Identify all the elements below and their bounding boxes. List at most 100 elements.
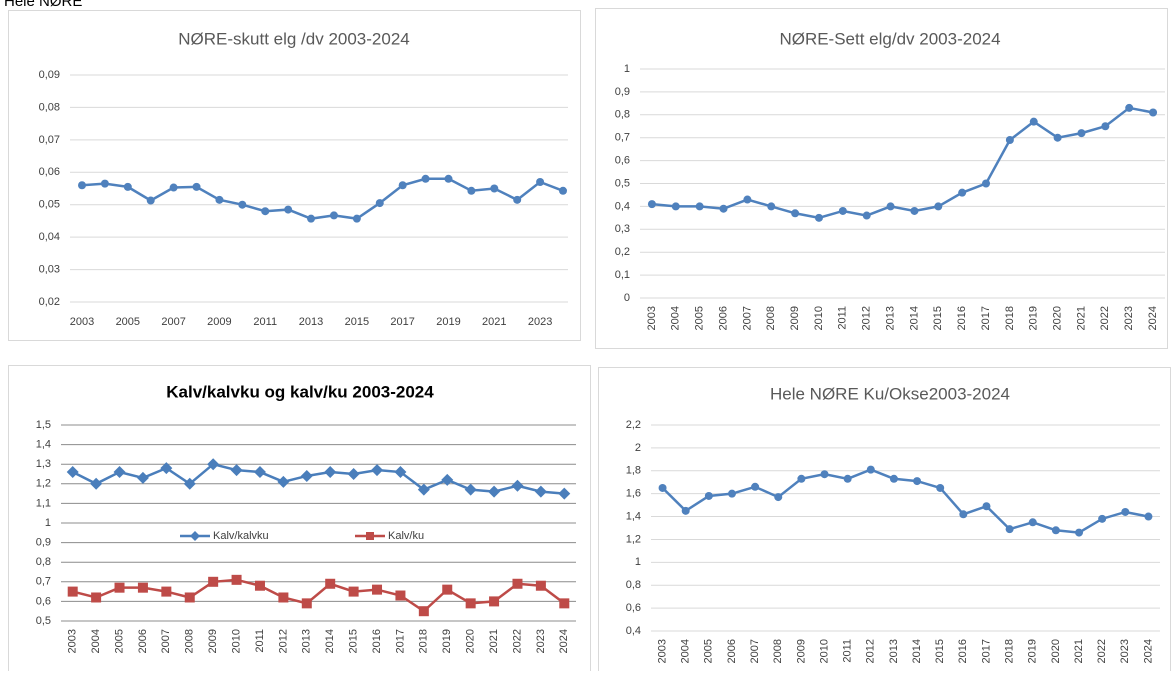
data-point xyxy=(441,473,454,486)
legend-marker xyxy=(190,531,200,541)
data-point xyxy=(751,482,760,491)
data-point xyxy=(261,207,270,216)
x-tick-label: 2008 xyxy=(772,639,784,663)
x-tick-label: 2010 xyxy=(818,639,830,663)
data-point xyxy=(444,174,453,183)
data-point xyxy=(417,483,430,496)
data-point xyxy=(467,186,476,195)
data-point xyxy=(934,202,943,211)
data-point xyxy=(695,202,704,211)
data-point xyxy=(681,506,690,515)
data-point xyxy=(372,584,383,595)
data-point xyxy=(512,578,523,589)
data-point xyxy=(114,582,125,593)
data-point xyxy=(1098,514,1107,523)
data-point xyxy=(375,199,384,208)
x-tick-label: 2011 xyxy=(253,316,277,328)
y-tick-label: 1,1 xyxy=(36,497,51,509)
x-tick-label: 2013 xyxy=(301,629,313,653)
y-tick-label: 0,7 xyxy=(615,132,630,144)
y-tick-label: 1,2 xyxy=(626,533,641,545)
data-point xyxy=(161,586,172,597)
data-point xyxy=(300,469,313,482)
data-point xyxy=(767,202,776,211)
x-tick-label: 2007 xyxy=(160,629,172,653)
data-point xyxy=(536,178,545,187)
x-tick-label: 2015 xyxy=(348,629,360,653)
chart-title: Kalv/kalvku og kalv/ku 2003-2024 xyxy=(166,382,434,401)
data-point xyxy=(301,598,312,609)
data-point xyxy=(325,578,336,589)
data-point xyxy=(371,464,384,477)
data-point xyxy=(395,590,406,601)
y-tick-label: 0,2 xyxy=(615,246,630,258)
data-line xyxy=(72,462,565,495)
x-tick-label: 2003 xyxy=(656,639,668,663)
y-tick-label: 2,2 xyxy=(626,419,641,431)
x-tick-label: 2019 xyxy=(1028,306,1040,330)
data-point xyxy=(394,466,407,479)
x-tick-label: 2006 xyxy=(726,639,738,663)
data-point xyxy=(421,174,430,183)
x-tick-label: 2021 xyxy=(1073,639,1085,663)
x-tick-label: 2008 xyxy=(184,629,196,653)
legend-label: Kalv/kalvku xyxy=(213,530,269,542)
data-point xyxy=(658,483,667,492)
x-tick-label: 2005 xyxy=(703,639,715,663)
y-tick-label: 0,4 xyxy=(626,625,641,637)
x-tick-label: 2018 xyxy=(1004,306,1016,330)
y-tick-label: 0,6 xyxy=(36,595,51,607)
x-tick-label: 2016 xyxy=(956,306,968,330)
y-tick-label: 0,7 xyxy=(36,576,51,588)
data-point xyxy=(1075,528,1084,537)
y-tick-label: 0,05 xyxy=(39,199,60,211)
x-tick-label: 2015 xyxy=(932,306,944,330)
data-point xyxy=(1051,526,1060,535)
y-tick-label: 0,09 xyxy=(39,69,60,81)
data-point xyxy=(67,586,78,597)
data-point xyxy=(1121,507,1130,516)
y-tick-label: 0,4 xyxy=(615,200,630,212)
x-tick-label: 2022 xyxy=(1099,306,1111,330)
data-point xyxy=(936,483,945,492)
data-point xyxy=(442,584,453,595)
x-tick-label: 2014 xyxy=(324,629,336,653)
page-heading: Hele NØRE xyxy=(4,0,82,10)
y-tick-label: 1,2 xyxy=(36,478,51,490)
x-tick-label: 2011 xyxy=(842,639,854,663)
data-point xyxy=(215,195,224,204)
x-tick-label: 2009 xyxy=(789,306,801,330)
y-tick-label: 1,6 xyxy=(626,488,641,500)
data-point xyxy=(184,592,195,603)
data-point xyxy=(348,586,359,597)
x-tick-label: 2020 xyxy=(1050,639,1062,663)
data-point xyxy=(743,195,752,204)
data-point xyxy=(913,477,922,486)
data-point xyxy=(820,470,829,479)
chart-frame xyxy=(598,367,1171,676)
chart-frame xyxy=(595,8,1168,349)
data-point xyxy=(910,206,919,215)
x-tick-label: 2016 xyxy=(957,639,969,663)
y-tick-label: 0,3 xyxy=(615,223,630,235)
x-tick-label: 2004 xyxy=(670,306,682,330)
data-point xyxy=(1005,135,1014,144)
x-tick-label: 2013 xyxy=(299,316,323,328)
data-point xyxy=(488,485,501,498)
x-tick-label: 2023 xyxy=(535,629,547,653)
data-point xyxy=(511,479,524,492)
x-tick-label: 2009 xyxy=(207,316,231,328)
x-tick-label: 2018 xyxy=(418,629,430,653)
y-tick-label: 1,8 xyxy=(626,465,641,477)
data-point xyxy=(284,205,293,214)
data-point xyxy=(192,182,201,191)
x-tick-label: 2012 xyxy=(865,639,877,663)
data-point xyxy=(231,574,242,585)
data-point xyxy=(513,195,522,204)
y-tick-label: 0,8 xyxy=(36,556,51,568)
data-point xyxy=(100,179,109,188)
data-point xyxy=(277,475,290,488)
x-tick-label: 2023 xyxy=(528,316,552,328)
data-point xyxy=(123,182,132,191)
data-line xyxy=(661,468,1149,534)
